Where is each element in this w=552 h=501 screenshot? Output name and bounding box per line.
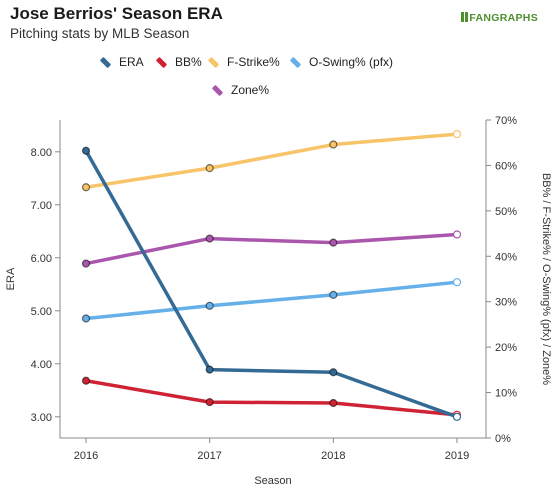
data-point-era <box>205 365 214 374</box>
data-point-o-swing-pfx <box>205 301 214 310</box>
data-point-era <box>329 368 338 377</box>
data-point-era <box>452 412 462 421</box>
data-point-o-swing-pfx <box>329 290 338 299</box>
right-tick-label: 70% <box>495 115 517 127</box>
series-line-bb <box>85 379 458 417</box>
right-tick-label: 30% <box>495 297 517 309</box>
fangraphs-logo: FANGRAPHS <box>461 12 538 24</box>
left-tick-label: 7.00 <box>31 200 52 212</box>
right-tick-label: 20% <box>495 342 517 354</box>
left-tick-label: 8.00 <box>31 147 52 159</box>
legend-item[interactable]: BB% <box>155 55 202 69</box>
x-tick-label: 2017 <box>197 450 221 462</box>
data-point-zone <box>81 259 91 268</box>
data-point-era <box>81 146 91 155</box>
legend-item[interactable]: F-Strike% <box>207 55 280 69</box>
data-point-bb <box>205 398 214 407</box>
legend-item[interactable]: ERA <box>99 55 144 69</box>
legend-label: ERA <box>119 55 144 69</box>
right-tick-label: 60% <box>495 160 517 172</box>
x-tick-label: 2018 <box>321 450 345 462</box>
x-tick-label: 2019 <box>445 450 469 462</box>
data-point-zone <box>205 234 214 243</box>
x-tick-label: 2016 <box>74 450 98 462</box>
right-axis-title: BB% / F-Strike% / O-Swing% (pfx) / Zone% <box>540 173 552 385</box>
series-line-o-swing-pfx <box>85 280 458 321</box>
data-point-bb <box>81 376 91 385</box>
data-point-o-swing-pfx <box>81 314 91 323</box>
left-tick-label: 3.00 <box>31 412 52 424</box>
data-point-f-strike <box>81 183 91 192</box>
data-point-f-strike <box>329 140 338 149</box>
legend-label: F-Strike% <box>227 55 280 69</box>
series-line-f-strike <box>85 132 458 189</box>
legend-item[interactable]: O-Swing% (pfx) <box>289 55 394 69</box>
chart-subtitle: Pitching stats by MLB Season <box>10 26 190 41</box>
right-tick-label: 50% <box>495 206 517 218</box>
data-point-f-strike <box>452 129 462 139</box>
right-tick-label: 10% <box>495 388 517 400</box>
chart-title: Jose Berrios' Season ERA <box>10 4 223 23</box>
data-point-bb <box>329 398 338 408</box>
left-tick-label: 5.00 <box>31 306 52 318</box>
legend-label: BB% <box>175 55 202 69</box>
series-line-zone <box>85 232 458 266</box>
series-line-era <box>84 149 458 419</box>
x-axis-title: Season <box>254 475 291 487</box>
right-tick-label: 0% <box>495 433 511 445</box>
legend-item[interactable]: Zone% <box>211 83 270 97</box>
data-point-o-swing-pfx <box>452 278 462 287</box>
left-tick-label: 6.00 <box>31 253 52 265</box>
data-point-f-strike <box>205 164 214 173</box>
data-point-zone <box>329 238 338 247</box>
legend-label: Zone% <box>231 83 270 97</box>
legend-label: O-Swing% (pfx) <box>309 55 394 69</box>
logo-text: FANGRAPHS <box>469 12 538 24</box>
left-tick-label: 4.00 <box>31 359 52 371</box>
left-axis-title: ERA <box>5 267 17 290</box>
data-point-zone <box>452 230 462 239</box>
right-tick-label: 40% <box>495 251 517 263</box>
